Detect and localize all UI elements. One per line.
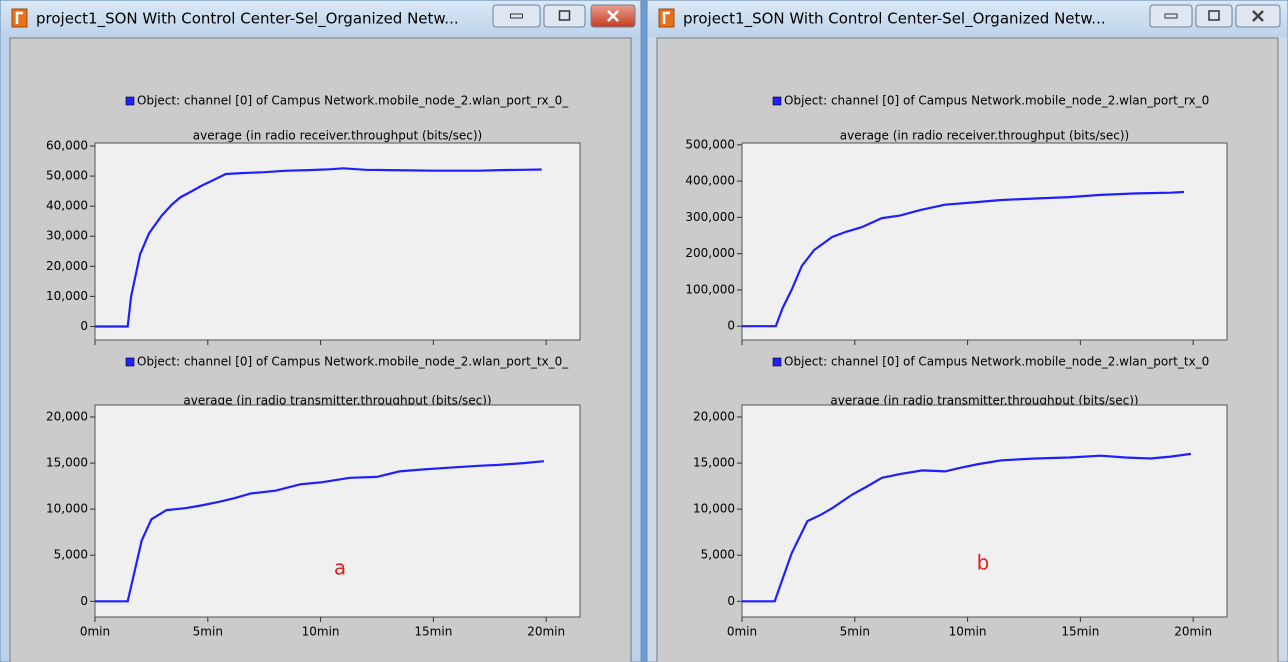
x-tick-label: 5min — [193, 625, 223, 639]
x-tick-label: 10min — [302, 625, 340, 639]
data-line — [742, 452, 1192, 603]
y-tick-label: 400,000 — [685, 174, 735, 188]
minimize-glyph — [1164, 13, 1178, 19]
plot-area — [94, 142, 581, 341]
app-icon — [658, 8, 675, 28]
data-line — [95, 460, 545, 603]
y-tick-label: 0 — [727, 319, 735, 333]
legend-swatch — [125, 96, 135, 106]
x-tick-label: 10min — [949, 625, 987, 639]
legend-label: Object: channel [0] of Campus Network.mo… — [137, 94, 569, 108]
y-tick-label: 200,000 — [685, 246, 735, 260]
close-glyph — [607, 10, 619, 22]
y-tick-label: 10,000 — [46, 502, 88, 516]
x-tick-label: 5min — [840, 625, 870, 639]
data-line — [95, 167, 542, 328]
data-line — [742, 190, 1185, 328]
y-tick-label: 20,000 — [46, 259, 88, 273]
panel-title: average (in radio transmitter.throughput… — [183, 394, 491, 408]
plot-area — [741, 404, 1228, 618]
panel-title: average (in radio receiver.throughput (b… — [840, 129, 1129, 143]
y-tick-label: 20,000 — [46, 409, 88, 423]
app-icon-mark — [15, 11, 23, 24]
y-tick-label: 0 — [80, 319, 88, 333]
minimize-glyph — [510, 13, 523, 19]
legend-label: Object: channel [0] of Campus Network.mo… — [784, 94, 1209, 108]
minimize-button[interactable] — [492, 4, 541, 28]
legend-swatch — [772, 96, 782, 106]
panel-title: average (in radio receiver.throughput (b… — [193, 129, 482, 143]
y-tick-label: 5,000 — [54, 548, 88, 562]
legend-swatch — [772, 357, 782, 367]
maximize-glyph — [558, 10, 571, 21]
y-tick-label: 40,000 — [46, 199, 88, 213]
legend-label: Object: channel [0] of Campus Network.mo… — [784, 355, 1209, 369]
legend-swatch — [125, 357, 135, 367]
app-icon — [11, 8, 28, 28]
legend-label: Object: channel [0] of Campus Network.mo… — [137, 355, 569, 369]
x-tick-label: 0min — [727, 625, 757, 639]
x-tick-label: 0min — [80, 625, 110, 639]
plot-area — [94, 404, 581, 618]
y-tick-label: 5,000 — [701, 548, 735, 562]
maximize-button[interactable] — [543, 4, 586, 28]
y-tick-label: 60,000 — [46, 139, 88, 153]
y-tick-label: 10,000 — [693, 502, 735, 516]
y-tick-label: 15,000 — [693, 456, 735, 470]
y-tick-label: 300,000 — [685, 210, 735, 224]
annotation: a — [334, 556, 346, 580]
y-tick-label: 20,000 — [693, 409, 735, 423]
x-tick-label: 15min — [1061, 625, 1099, 639]
y-tick-label: 50,000 — [46, 169, 88, 183]
maximize-glyph — [1208, 10, 1220, 21]
x-tick-label: 20min — [527, 625, 565, 639]
y-tick-label: 30,000 — [46, 229, 88, 243]
annotation: b — [977, 551, 990, 575]
y-tick-label: 15,000 — [46, 456, 88, 470]
x-tick-label: 15min — [414, 625, 452, 639]
app-icon-mark — [662, 11, 670, 24]
y-tick-label: 0 — [80, 594, 88, 608]
close-glyph — [1252, 10, 1264, 22]
y-tick-label: 500,000 — [685, 137, 735, 151]
window-title: project1_SON With Control Center-Sel_Org… — [36, 10, 459, 29]
y-tick-label: 10,000 — [46, 289, 88, 303]
y-tick-label: 100,000 — [685, 282, 735, 296]
panel-title: average (in radio transmitter.throughput… — [830, 394, 1138, 408]
maximize-button[interactable] — [1195, 4, 1233, 28]
plot-area — [741, 142, 1228, 341]
minimize-button[interactable] — [1149, 4, 1193, 28]
window-title: project1_SON With Control Center-Sel_Org… — [683, 10, 1106, 29]
y-tick-label: 0 — [727, 594, 735, 608]
x-tick-label: 20min — [1174, 625, 1212, 639]
